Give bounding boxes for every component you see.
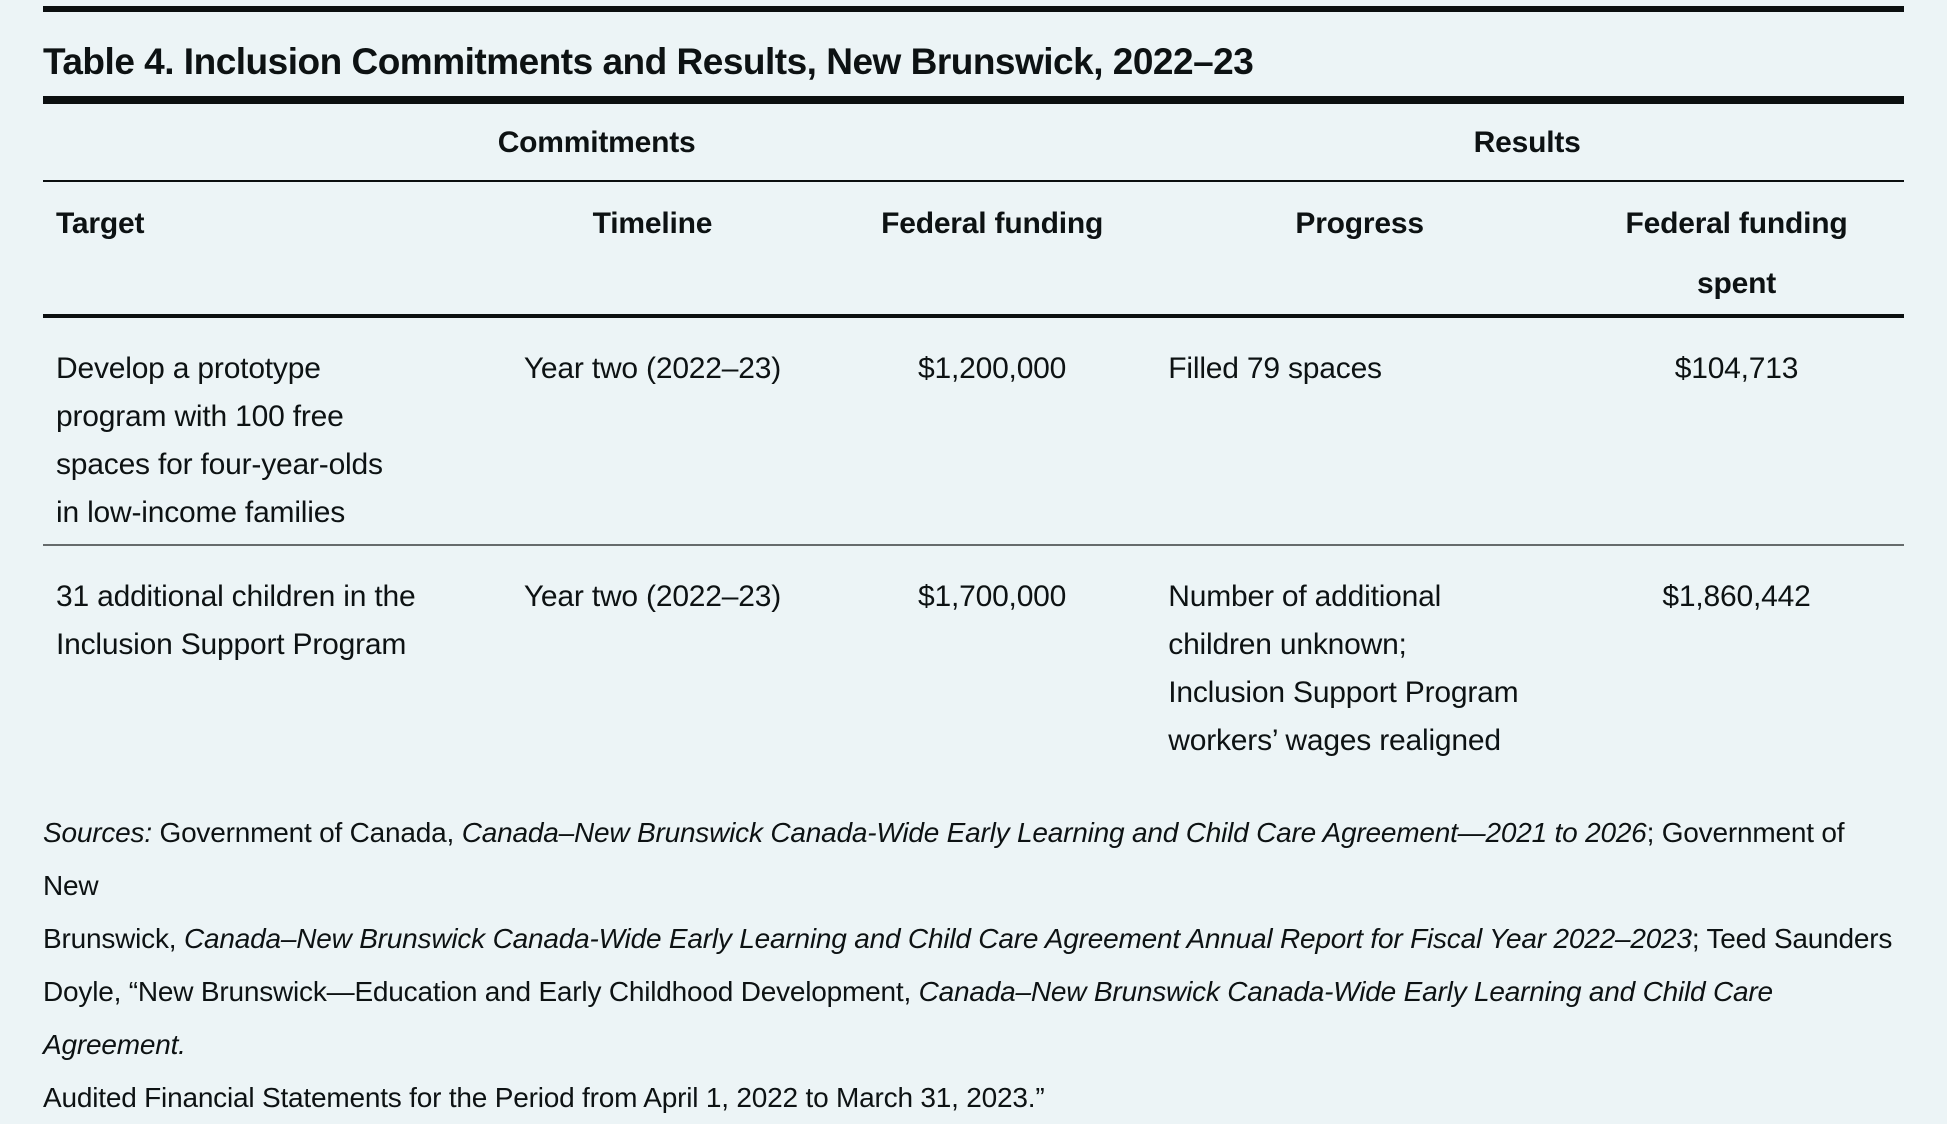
group-header-commitments: Commitments bbox=[43, 104, 1151, 182]
cell-progress: Number of additional children unknown; I… bbox=[1168, 580, 1519, 757]
sources-line: Brunswick, Canada–New Brunswick Canada-W… bbox=[43, 923, 1893, 954]
col-header-target: Target bbox=[43, 181, 472, 318]
group-header-results: Results bbox=[1150, 104, 1904, 182]
col-header-federal-funding: Federal funding bbox=[833, 181, 1151, 318]
cell-federal-funding-spent: $1,860,442 bbox=[1662, 580, 1811, 613]
column-header-row: Target Timeline Federal funding Progress… bbox=[43, 181, 1904, 318]
sources-line: Sources: Government of Canada, Canada–Ne… bbox=[43, 817, 1852, 901]
cell-timeline: Year two (2022–23) bbox=[523, 580, 782, 613]
inclusion-commitments-table: Commitments Results Target Timeline Fede… bbox=[43, 104, 1904, 772]
table-title: Table 4. Inclusion Commitments and Resul… bbox=[43, 41, 1254, 82]
cell-target: Develop a prototype program with 100 fre… bbox=[43, 316, 472, 546]
sources-line: Audited Financial Statements for the Per… bbox=[43, 1082, 1045, 1113]
col-header-progress: Progress bbox=[1150, 181, 1569, 318]
cell-progress: Filled 79 spaces bbox=[1150, 316, 1569, 546]
table-row: Develop a prototype program with 100 fre… bbox=[43, 316, 1904, 546]
cell-federal-funding-spent: $104,713 bbox=[1568, 316, 1904, 546]
cell-federal-funding: $1,700,000 bbox=[918, 580, 1067, 613]
cell-federal-funding: $1,200,000 bbox=[833, 316, 1151, 546]
report-table-figure: Table 4. Inclusion Commitments and Resul… bbox=[0, 6, 1938, 1124]
table-row: 31 additional children in the Inclusion … bbox=[43, 545, 1904, 772]
cell-timeline: Year two (2022–23) bbox=[471, 316, 834, 546]
top-rule bbox=[43, 6, 1904, 12]
title-rule bbox=[43, 96, 1904, 104]
sources-note: Sources: Government of Canada, Canada–Ne… bbox=[43, 806, 1904, 1124]
group-header-row: Commitments Results bbox=[43, 104, 1904, 182]
col-header-federal-funding-spent: Federal funding spent bbox=[1568, 181, 1904, 318]
sources-line: Doyle, “New Brunswick—Education and Earl… bbox=[43, 976, 1780, 1060]
cell-target: 31 additional children in the Inclusion … bbox=[56, 580, 416, 661]
col-header-timeline: Timeline bbox=[471, 181, 834, 318]
